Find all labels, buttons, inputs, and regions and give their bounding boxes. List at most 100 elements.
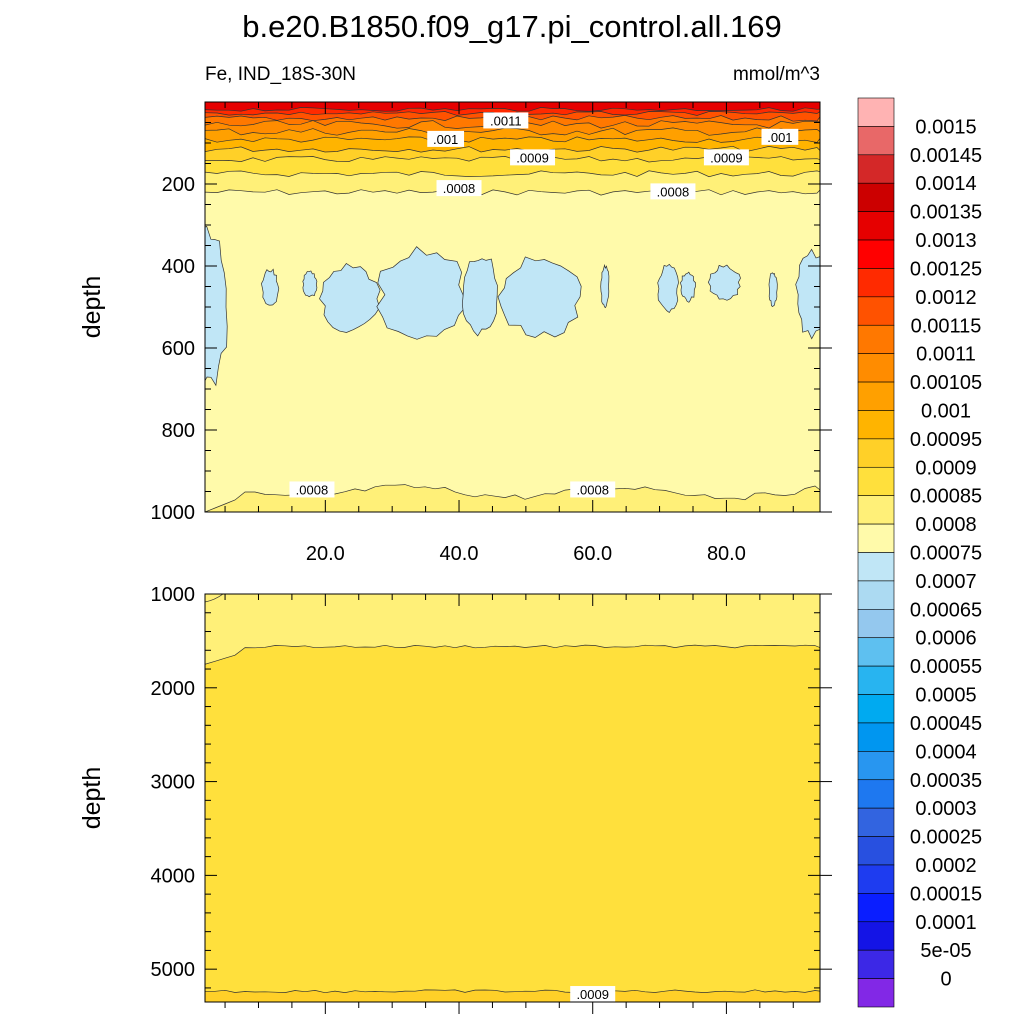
colorbar-swatch xyxy=(857,296,895,326)
upper-fill: .0011 .001 .001 .0009 .0009 .0008 .0008 .0008 .0… xyxy=(205,102,820,512)
y-tick-label: 1000 xyxy=(151,584,196,606)
y-tick-label: 200 xyxy=(162,174,195,196)
colorbar-swatch xyxy=(857,637,895,667)
low-value-patch xyxy=(795,248,820,340)
svg-text:.0008: .0008 xyxy=(443,181,476,196)
colorbar-label: 0.0003 xyxy=(915,798,976,820)
colorbar-label: 0.0009 xyxy=(915,457,976,479)
colorbar-label: 0.0002 xyxy=(915,855,976,877)
units-label: mmol/m^3 xyxy=(733,64,820,85)
colorbar-swatch xyxy=(857,978,895,1008)
colorbar-swatch xyxy=(857,751,895,781)
colorbar-swatch xyxy=(857,694,895,724)
colorbar-label: 0.00055 xyxy=(910,656,982,678)
colorbar-label: 0.00145 xyxy=(910,145,982,167)
low-value-patch xyxy=(600,263,610,309)
colorbar-label: 0.00065 xyxy=(910,599,982,621)
low-value-patch xyxy=(302,270,318,298)
colorbar-swatch xyxy=(857,126,895,156)
contour-label: .0011 xyxy=(483,112,529,129)
contour-line xyxy=(205,989,820,994)
y-tick-label: 400 xyxy=(162,256,195,278)
colorbar-label: 0.0008 xyxy=(915,514,976,536)
colorbar-swatch xyxy=(857,353,895,383)
colorbar-label: 0.00125 xyxy=(910,258,982,280)
colorbar-label: 0.00095 xyxy=(910,429,982,451)
low-value-patch xyxy=(461,258,498,337)
lower-frame xyxy=(204,593,821,1003)
y-tick-label: 2000 xyxy=(151,678,196,700)
y-tick-label: 3000 xyxy=(151,772,196,794)
contour-label: .0008 xyxy=(289,481,335,498)
colorbar-swatch xyxy=(857,949,895,979)
svg-text:.001: .001 xyxy=(767,130,792,145)
lower-background xyxy=(205,594,820,1002)
colorbar-swatch xyxy=(857,921,895,951)
colorbar-label: 0.0014 xyxy=(915,173,976,195)
contour-line xyxy=(205,107,820,112)
y-tick-label: 1000 xyxy=(151,502,196,524)
low-value-patch xyxy=(768,272,778,307)
contour-label: .0009 xyxy=(703,149,749,166)
svg-text:.0008: .0008 xyxy=(296,482,329,497)
svg-text:.0008: .0008 xyxy=(657,184,690,199)
colorbar-swatch xyxy=(857,523,895,553)
colorbar-label: 0.0004 xyxy=(915,741,976,763)
colorbar-swatch xyxy=(857,836,895,866)
contour-label: .0009 xyxy=(510,149,556,166)
colorbar-label: 5e-05 xyxy=(920,940,971,962)
y-tick-label: 4000 xyxy=(151,865,196,887)
colorbar-swatch xyxy=(857,154,895,184)
colorbar: 0.0015 0.00145 0.0014 0.00135 0.0013 0.00125 0… xyxy=(857,97,982,1008)
low-value-patch xyxy=(376,246,467,340)
contour-line xyxy=(205,170,820,178)
contour-label: .0008 xyxy=(570,481,616,498)
colorbar-label: 0.00025 xyxy=(910,827,982,849)
colorbar-swatch xyxy=(857,438,895,468)
contour-label: .0008 xyxy=(436,180,482,197)
contour-line xyxy=(205,145,820,153)
colorbar-swatch xyxy=(857,552,895,582)
svg-text:.0009: .0009 xyxy=(516,150,549,165)
colorbar-label: 0.00075 xyxy=(910,543,982,565)
colorbar-swatch xyxy=(857,466,895,496)
variable-region-label: Fe, IND_18S-30N xyxy=(205,64,356,85)
colorbar-label: 0.0013 xyxy=(915,230,976,252)
colorbar-label: 0.0005 xyxy=(915,685,976,707)
colorbar-swatch xyxy=(857,97,895,127)
colorbar-swatch xyxy=(857,893,895,923)
colorbar-swatch xyxy=(857,381,895,411)
svg-text:.0009: .0009 xyxy=(576,987,609,1002)
svg-text:.0011: .0011 xyxy=(490,113,522,128)
y-tick-label: 5000 xyxy=(151,959,196,981)
contour-label: .001 xyxy=(427,130,465,147)
colorbar-swatch xyxy=(857,239,895,269)
colorbar-label: 0 xyxy=(940,969,951,991)
colorbar-swatch xyxy=(857,268,895,298)
colorbar-label: 0.001 xyxy=(921,400,971,422)
colorbar-swatch xyxy=(857,211,895,241)
colorbar-swatch xyxy=(857,722,895,752)
colorbar-label: 0.00045 xyxy=(910,713,982,735)
low-value-patch xyxy=(680,271,696,303)
colorbar-swatch xyxy=(857,609,895,639)
contour-label: .001 xyxy=(761,128,799,145)
contour-label: .0008 xyxy=(650,183,696,200)
svg-text:.001: .001 xyxy=(433,132,458,147)
colorbar-label: 0.0011 xyxy=(916,344,976,366)
colorbar-label: 0.00035 xyxy=(910,770,982,792)
low-value-patch xyxy=(261,268,280,306)
colorbar-label: 0.00105 xyxy=(910,372,982,394)
colorbar-label: 0.00115 xyxy=(911,315,982,337)
x-tick-label: 40.0 xyxy=(440,543,479,565)
lower-panel: .0009 1000 2000 3000 4000 5000 depth xyxy=(78,584,832,1014)
colorbar-swatch xyxy=(857,410,895,440)
contour-line xyxy=(205,127,820,136)
x-tick-label: 80.0 xyxy=(707,543,746,565)
colorbar-swatch xyxy=(857,864,895,894)
upper-y-axis-label: depth xyxy=(78,276,106,339)
contour-label: .0009 xyxy=(570,986,616,1002)
x-tick-label: 60.0 xyxy=(573,543,612,565)
svg-text:.0009: .0009 xyxy=(710,150,743,165)
